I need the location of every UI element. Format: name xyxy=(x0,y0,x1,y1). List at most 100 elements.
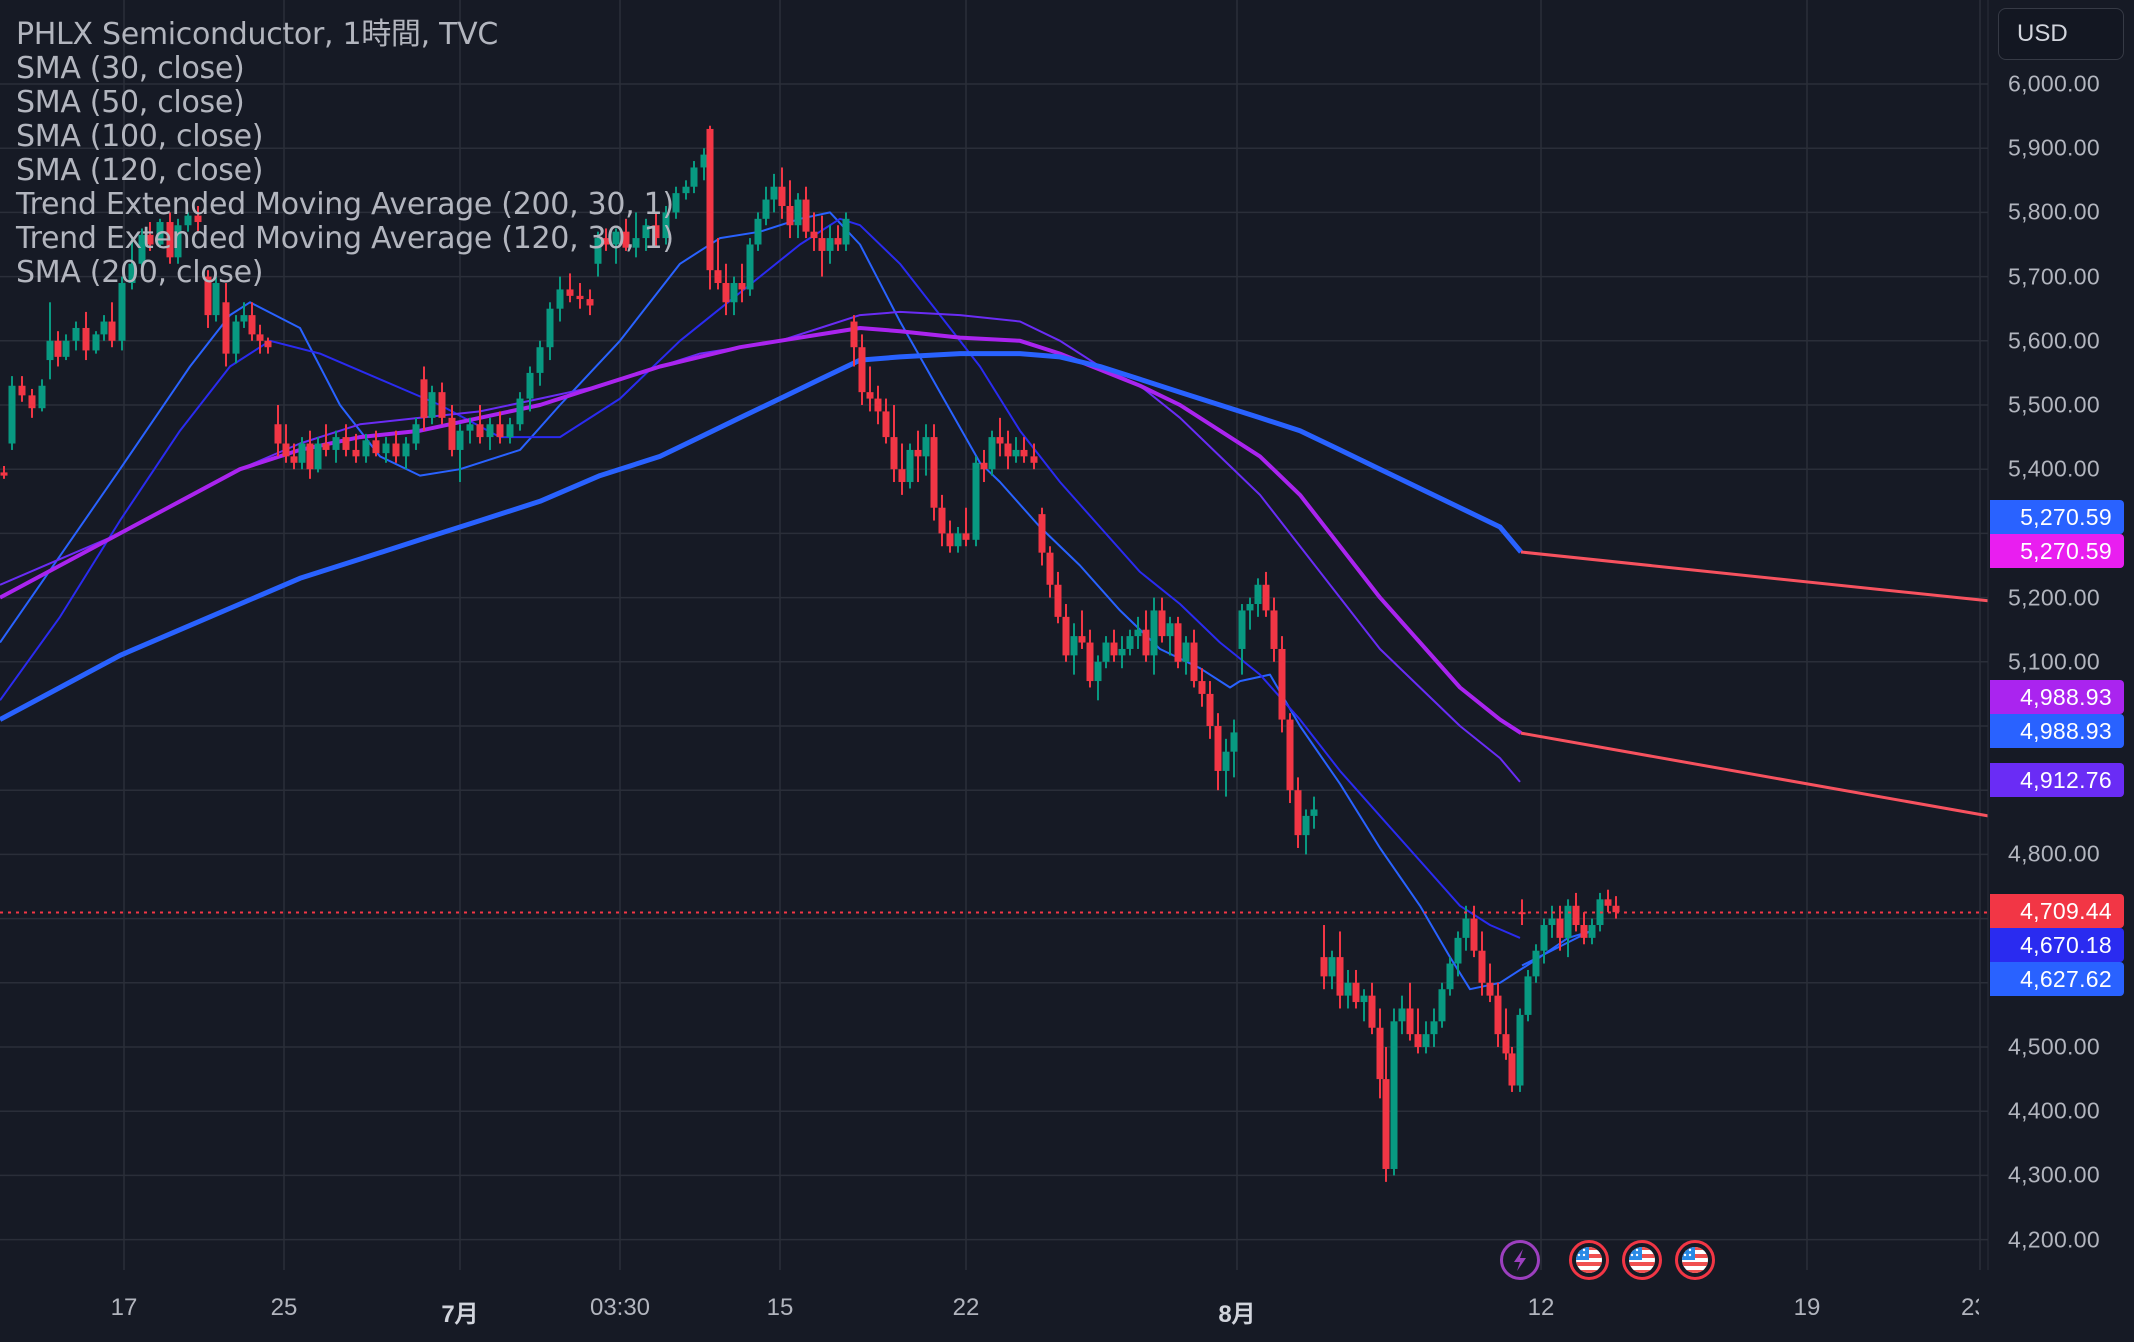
time-tick-label: 15 xyxy=(766,1294,794,1321)
price-value-badge: 4,709.44 xyxy=(1990,894,2124,928)
candle xyxy=(1548,918,1556,926)
candle xyxy=(866,392,874,399)
candle xyxy=(1352,982,1360,1003)
time-axis[interactable]: 17 25 7月 03:30 15 22 8月 12 19 23 xyxy=(0,1280,1990,1342)
candle xyxy=(516,398,524,425)
currency-button[interactable]: USD xyxy=(1998,8,2124,60)
price-value-badge: 4,912.76 xyxy=(1990,763,2124,797)
candle xyxy=(1214,726,1222,771)
ma-line[interactable] xyxy=(0,217,1521,939)
candle xyxy=(526,372,534,399)
candle xyxy=(428,392,436,418)
candle xyxy=(874,398,882,412)
candle xyxy=(642,225,650,239)
candlesticks xyxy=(0,125,1620,1182)
candle xyxy=(1246,604,1254,611)
candle xyxy=(156,222,164,245)
candle xyxy=(1110,642,1118,656)
candle xyxy=(546,308,554,348)
candle xyxy=(1486,982,1494,996)
candle xyxy=(448,417,456,450)
time-tick-label: 25 xyxy=(270,1294,298,1321)
candle xyxy=(1262,584,1270,611)
candle xyxy=(914,449,922,457)
ma-line[interactable] xyxy=(0,211,1591,991)
candle xyxy=(802,199,810,232)
candle xyxy=(1414,1034,1422,1047)
time-tick-label: 8月 xyxy=(1218,1301,1256,1328)
lightning-icon[interactable] xyxy=(1500,1240,1540,1280)
candle xyxy=(972,462,980,540)
candle xyxy=(566,289,574,296)
candle xyxy=(738,283,746,290)
candle xyxy=(858,347,866,393)
candle xyxy=(714,270,722,284)
candle xyxy=(1382,1079,1390,1169)
candle xyxy=(1230,732,1238,752)
candle xyxy=(1118,648,1126,656)
price-value-badge: 4,670.18 xyxy=(1990,928,2124,962)
candle xyxy=(62,340,70,357)
candle xyxy=(842,218,850,245)
candle xyxy=(240,315,248,322)
us-flag-icon[interactable] xyxy=(1622,1240,1662,1280)
time-tick-label: 19 xyxy=(1793,1294,1821,1321)
candle xyxy=(1190,642,1198,682)
candle xyxy=(826,238,834,251)
us-flag-icon[interactable] xyxy=(1675,1240,1715,1280)
candle xyxy=(352,449,360,457)
candle xyxy=(1020,449,1028,457)
candle xyxy=(882,411,890,438)
candle xyxy=(1254,584,1262,605)
candle xyxy=(1270,610,1278,649)
candle xyxy=(1328,957,1336,977)
candle xyxy=(922,437,930,457)
candle xyxy=(138,234,146,264)
candle xyxy=(1206,693,1214,726)
candle xyxy=(794,199,802,226)
price-tick-label: 5,100.00 xyxy=(2008,648,2100,675)
candle xyxy=(1286,719,1294,791)
candle xyxy=(1612,905,1620,913)
candle xyxy=(1462,918,1470,938)
candle xyxy=(8,385,16,444)
candle xyxy=(810,231,818,239)
candle xyxy=(962,533,970,540)
candle xyxy=(256,334,264,341)
candle xyxy=(108,321,116,341)
candle xyxy=(536,347,544,373)
price-tick-label: 5,400.00 xyxy=(2008,455,2100,482)
ma-line[interactable] xyxy=(0,310,1521,783)
us-flag-icon[interactable] xyxy=(1569,1240,1609,1280)
candle xyxy=(438,392,446,418)
price-value-badge: 4,988.93 xyxy=(1990,714,2124,748)
candle xyxy=(1430,1021,1438,1035)
price-axis[interactable]: 6,000.00 5,900.00 5,800.00 5,700.00 5,600.00… xyxy=(1990,0,2134,1270)
candle xyxy=(362,440,370,457)
candle xyxy=(1030,456,1038,463)
candle xyxy=(1222,751,1230,771)
candle xyxy=(1004,443,1012,457)
candle xyxy=(938,507,946,534)
price-tick-label: 4,300.00 xyxy=(2008,1161,2100,1188)
candle xyxy=(1470,918,1478,951)
candle xyxy=(46,340,54,361)
candle xyxy=(1134,629,1142,637)
candle xyxy=(166,222,174,258)
price-tick-label: 5,600.00 xyxy=(2008,327,2100,354)
candle xyxy=(0,472,8,476)
candle xyxy=(602,238,610,245)
candle xyxy=(1182,642,1190,662)
candle xyxy=(1070,636,1078,656)
candle xyxy=(762,199,770,219)
candle xyxy=(770,186,778,200)
ma-line[interactable] xyxy=(1520,731,1989,818)
candle xyxy=(18,385,26,396)
ma-line[interactable] xyxy=(1520,550,1989,603)
candle xyxy=(730,283,738,303)
candle xyxy=(946,533,954,547)
candle xyxy=(248,315,256,335)
candle xyxy=(1102,642,1110,662)
